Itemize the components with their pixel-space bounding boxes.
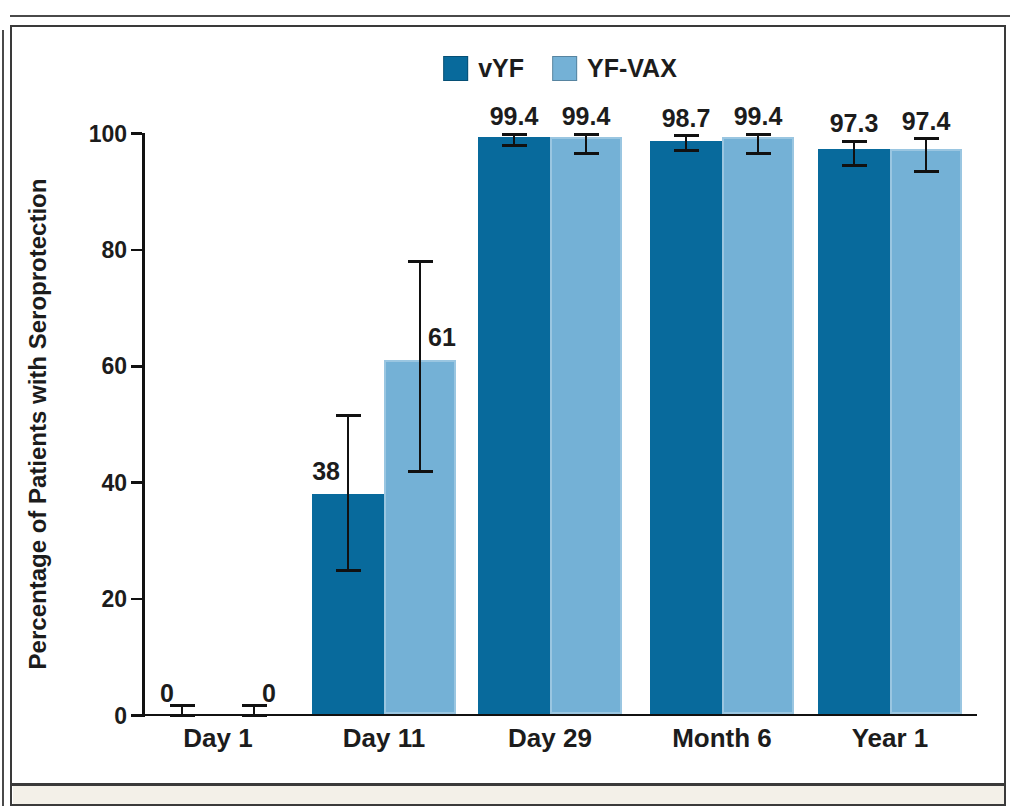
- x-category-label: Day 1: [138, 723, 298, 753]
- value-label: 99.4: [526, 103, 646, 129]
- value-label: 99.4: [698, 103, 818, 129]
- error-bar-cap-bottom: [746, 152, 771, 155]
- y-axis-line: [142, 133, 145, 717]
- value-label: 38: [260, 458, 340, 484]
- error-bar-cap-bottom: [502, 144, 527, 147]
- error-bar-cap-bottom: [914, 170, 939, 173]
- error-bar-line: [757, 134, 760, 154]
- y-tick-label: 60: [65, 352, 127, 380]
- figure-page: vYFYF-VAX Percentage of Patients with Se…: [0, 0, 1024, 806]
- error-bar-line: [347, 416, 350, 570]
- error-bar-cap-top: [408, 260, 433, 263]
- error-bar-cap-bottom: [242, 714, 267, 717]
- error-bar-cap-top: [842, 140, 867, 143]
- error-bar-line: [419, 262, 422, 472]
- bar-vyf-4: [818, 149, 890, 714]
- error-bar-cap-bottom: [674, 149, 699, 152]
- error-bar-cap-top: [336, 414, 361, 417]
- x-category-label: Day 29: [470, 723, 630, 753]
- bar-vyf-3: [650, 141, 722, 714]
- error-bar-cap-bottom: [842, 164, 867, 167]
- caption-area: [13, 786, 1004, 804]
- value-label: 61: [428, 324, 508, 350]
- bar-vyf-2: [478, 137, 550, 715]
- error-bar-line: [925, 139, 928, 172]
- value-label: 0: [262, 680, 342, 706]
- bar-yf-vax-3: [722, 137, 794, 715]
- x-category-label: Year 1: [810, 723, 970, 753]
- bar-chart: 0 20 40 60 80 100 Day 1Day 11Day 29 Month 6 Year…: [0, 0, 1024, 806]
- y-axis-tick: [131, 598, 142, 601]
- error-bar-cap-top: [674, 134, 699, 137]
- error-bar-cap-top: [574, 133, 599, 136]
- y-axis-tick: [131, 249, 142, 252]
- error-bar-cap-top: [746, 133, 771, 136]
- error-bar-cap-top: [914, 137, 939, 140]
- value-label: 0: [94, 680, 174, 706]
- x-category-label: Day 11: [304, 723, 464, 753]
- error-bar-line: [585, 134, 588, 154]
- y-axis-tick: [131, 714, 142, 717]
- y-axis-tick: [131, 132, 142, 135]
- error-bar-cap-top: [502, 133, 527, 136]
- y-axis-tick: [131, 365, 142, 368]
- value-label: 97.4: [866, 108, 986, 134]
- y-tick-label: 20: [65, 585, 127, 613]
- y-axis-tick: [131, 481, 142, 484]
- y-tick-label: 40: [65, 469, 127, 497]
- error-bar-cap-bottom: [574, 152, 599, 155]
- bar-yf-vax-2: [550, 137, 622, 715]
- error-bar-line: [853, 141, 856, 165]
- error-bar-cap-bottom: [408, 470, 433, 473]
- y-tick-label: 80: [65, 236, 127, 264]
- y-tick-label: 0: [65, 702, 127, 730]
- y-tick-label: 100: [65, 120, 127, 148]
- error-bar-cap-bottom: [336, 569, 361, 572]
- bar-yf-vax-4: [890, 149, 962, 715]
- error-bar-cap-bottom: [170, 714, 195, 717]
- x-category-label: Month 6: [642, 723, 802, 753]
